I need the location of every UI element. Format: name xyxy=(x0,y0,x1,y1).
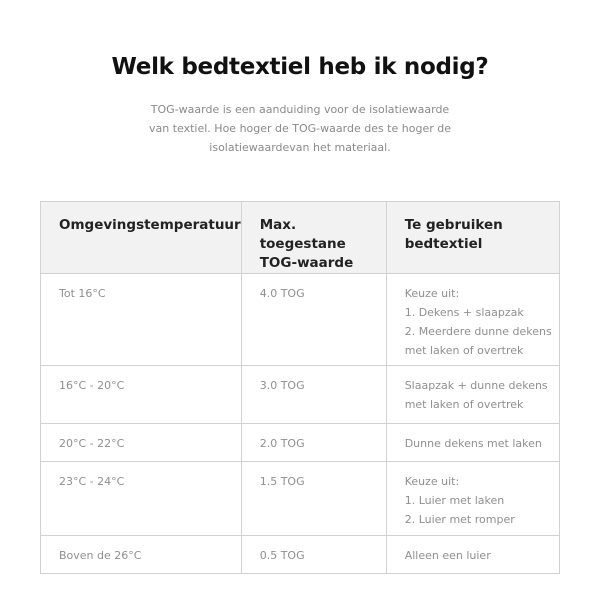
textile-line: Keuze uit: xyxy=(404,475,460,488)
cell-tog: 2.0 TOG xyxy=(240,423,387,462)
cell-temperature: 23°C - 24°C xyxy=(40,461,242,536)
cell-temperature: Tot 16°C xyxy=(40,273,242,366)
page-title: Welk bedtextiel heb ik nodig? xyxy=(111,54,489,80)
tog-table: Omgevingstemperatuur Max. toegestane TOG… xyxy=(40,201,561,574)
textile-line: 2. Luier met romper xyxy=(404,513,515,526)
header-tog: Max. toegestane TOG-waarde xyxy=(240,201,387,274)
table-row: 23°C - 24°C 1.5 TOG Keuze uit: 1. Luier met… xyxy=(40,461,561,536)
textile-line: Dunne dekens met laken xyxy=(404,437,542,450)
header-textile-label: Te gebruiken bedtextiel xyxy=(404,217,503,252)
table-header-row: Omgevingstemperatuur Max. toegestane TOG… xyxy=(40,201,561,274)
cell-textile: Slaapzak + dunne dekens met laken of ove… xyxy=(385,365,561,424)
textile-line: Alleen een luier xyxy=(404,549,491,562)
cell-textile: Keuze uit: 1. Luier met laken 2. Luier met… xyxy=(385,461,561,536)
textile-line: 1. Luier met laken xyxy=(404,494,505,507)
table-row: 20°C - 22°C 2.0 TOG Dunne dekens met laken xyxy=(40,423,561,462)
cell-temperature: Boven de 26°C xyxy=(40,535,242,574)
cell-textile: Keuze uit: 1. Dekens + slaapzak 2. Meerder… xyxy=(385,273,561,366)
textile-line: Keuze uit: xyxy=(404,287,460,300)
cell-tog: 1.5 TOG xyxy=(240,461,387,536)
table-row: Boven de 26°C 0.5 TOG Alleen een luier xyxy=(40,535,561,574)
cell-tog: 4.0 TOG xyxy=(240,273,387,366)
intro-text: TOG-waarde is een aanduiding voor de iso… xyxy=(149,103,451,154)
textile-line: 2. Meerdere dunne dekens met laken of ov… xyxy=(404,325,552,357)
header-textile: Te gebruiken bedtextiel xyxy=(385,201,561,274)
cell-tog: 3.0 TOG xyxy=(240,365,387,424)
textile-line: 1. Dekens + slaapzak xyxy=(404,306,524,319)
cell-textile: Alleen een luier xyxy=(385,535,561,574)
header-tog-label: Max. toegestane TOG-waarde xyxy=(259,217,354,271)
cell-textile: Dunne dekens met laken xyxy=(385,423,561,462)
table-row: 16°C - 20°C 3.0 TOG Slaapzak + dunne deken… xyxy=(40,365,561,424)
textile-line: Slaapzak + dunne dekens met laken of ove… xyxy=(404,379,548,411)
header-temperature: Omgevingstemperatuur xyxy=(40,201,242,274)
table-row: Tot 16°C 4.0 TOG Keuze uit: 1. Dekens + sla… xyxy=(40,273,561,366)
cell-temperature: 20°C - 22°C xyxy=(40,423,242,462)
cell-tog: 0.5 TOG xyxy=(240,535,387,574)
cell-temperature: 16°C - 20°C xyxy=(40,365,242,424)
